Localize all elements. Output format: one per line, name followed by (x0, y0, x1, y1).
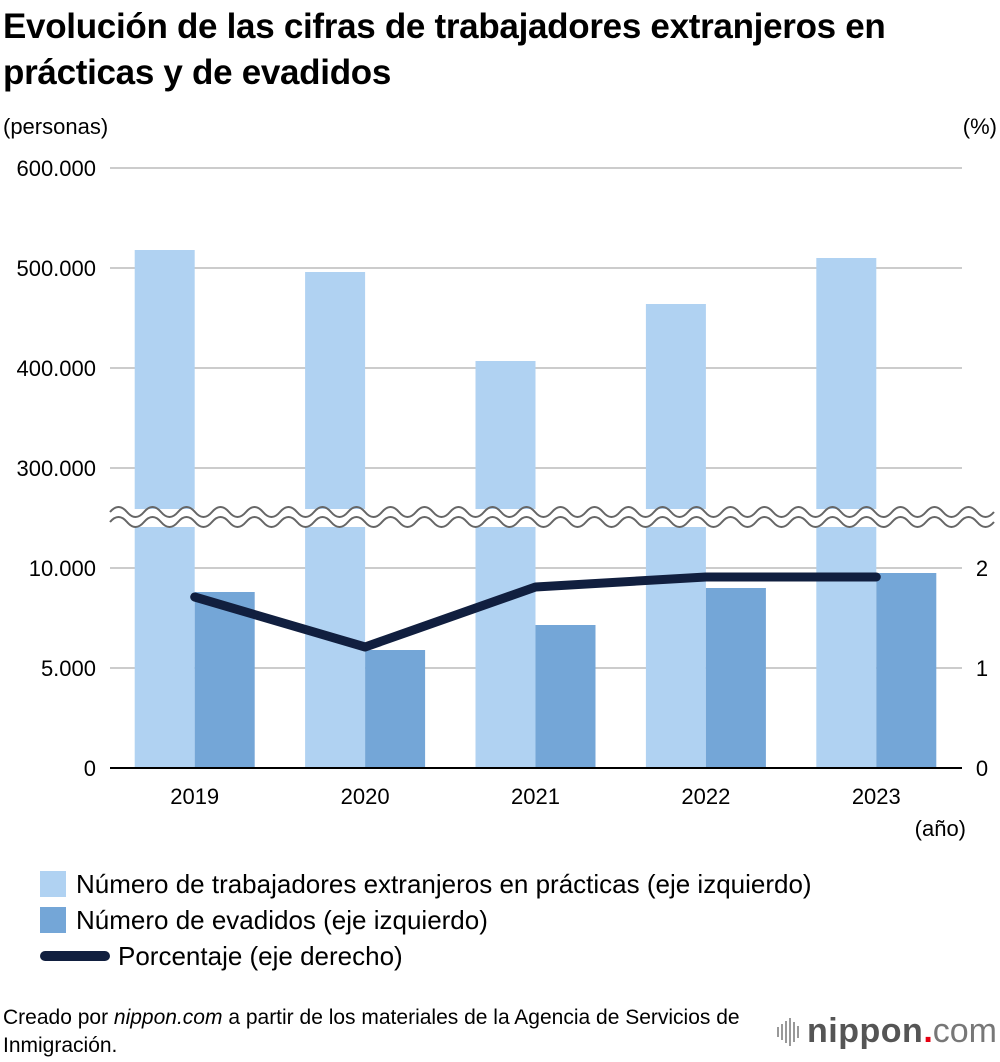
source-prefix: Creado por (3, 1006, 114, 1029)
bar-trainees-2022 (645, 304, 706, 768)
legend-label-escapees: Número de evadidos (eje izquierdo) (76, 904, 488, 935)
chart-plot: 2019 2020 2021 2022 2023 300.000 400.000 500.00… (16, 156, 995, 841)
y-left-tick-label: 400.000 (16, 356, 96, 381)
legend-swatch-trainees (40, 871, 66, 897)
logo-name: nippon (807, 1012, 924, 1050)
x-tick-label: 2019 (170, 784, 219, 809)
y-left-tick-label: 0 (84, 756, 96, 781)
source-site: nippon.com (113, 1006, 223, 1029)
bar-escapees-2022 (705, 588, 766, 768)
y-left-tick-label: 500.000 (16, 256, 96, 281)
logo-dot: . (923, 1012, 933, 1050)
legend-item-trainees: Número de trabajadores extranjeros en pr… (40, 866, 812, 902)
legend-swatch-escapees (40, 907, 66, 933)
source-note: Creado por nippon.com a partir de los ma… (3, 1004, 763, 1060)
axis-break-line (109, 506, 995, 518)
axis-break-gap (110, 509, 962, 527)
bar-escapees-2023 (876, 573, 937, 768)
y-right-tick-label: 0 (976, 756, 988, 781)
bar-escapees-2019 (194, 592, 255, 768)
logo-tld: com (932, 1012, 997, 1050)
x-tick-label: 2020 (341, 784, 390, 809)
bar-escapees-2021 (535, 625, 596, 768)
legend-label-percentage: Porcentaje (eje derecho) (118, 940, 403, 971)
y-left-tick-label: 10.000 (29, 556, 96, 581)
legend-swatch-percentage (40, 951, 110, 961)
y-right-tick-label: 2 (976, 556, 988, 581)
axis-break-line (109, 516, 995, 528)
x-tick-label: 2023 (852, 784, 901, 809)
source-suffix: a partir de los materiales de la Agencia… (3, 1006, 740, 1057)
bar-trainees-2021 (475, 361, 536, 768)
y-left-tick-label: 600.000 (16, 156, 96, 181)
right-axis-unit: (%) (962, 114, 997, 139)
left-axis-unit: (personas) (3, 114, 109, 139)
chart-title: Evolución de las cifras de trabajadores … (3, 7, 886, 92)
legend-item-percentage: Porcentaje (eje derecho) (40, 938, 812, 974)
y-left-tick-label: 300.000 (16, 456, 96, 481)
y-left-tick-label: 5.000 (41, 656, 96, 681)
axis-break (109, 506, 995, 528)
bar-escapees-2020 (365, 650, 426, 768)
x-tick-label: 2021 (511, 784, 560, 809)
legend: Número de trabajadores extranjeros en pr… (40, 866, 812, 974)
x-axis-label: (año) (915, 816, 966, 841)
y-right-tick-label: 1 (976, 656, 988, 681)
percentage-line (190, 572, 881, 652)
logo-sound-bars-icon (777, 1017, 800, 1046)
x-tick-label: 2022 (681, 784, 730, 809)
nippon-logo: nippon. com (777, 1012, 997, 1051)
legend-item-escapees: Número de evadidos (eje izquierdo) (40, 902, 812, 938)
legend-label-trainees: Número de trabajadores extranjeros en pr… (76, 868, 812, 899)
tick-labels: 2019 2020 2021 2022 2023 300.000 400.000 500.00… (16, 156, 988, 841)
